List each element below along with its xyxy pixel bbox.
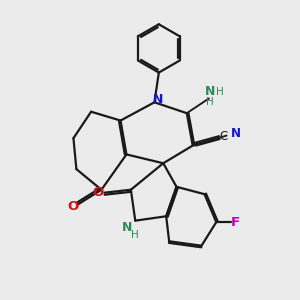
Text: H: H	[206, 97, 214, 107]
Text: N: N	[122, 220, 132, 234]
Text: N: N	[153, 93, 164, 106]
Text: H: H	[130, 230, 138, 240]
Text: F: F	[231, 216, 240, 229]
Text: C: C	[220, 130, 228, 143]
Text: O: O	[93, 186, 104, 199]
Text: N: N	[231, 127, 241, 140]
Text: N: N	[205, 85, 215, 98]
Text: O: O	[67, 200, 78, 213]
Text: H: H	[216, 87, 224, 97]
